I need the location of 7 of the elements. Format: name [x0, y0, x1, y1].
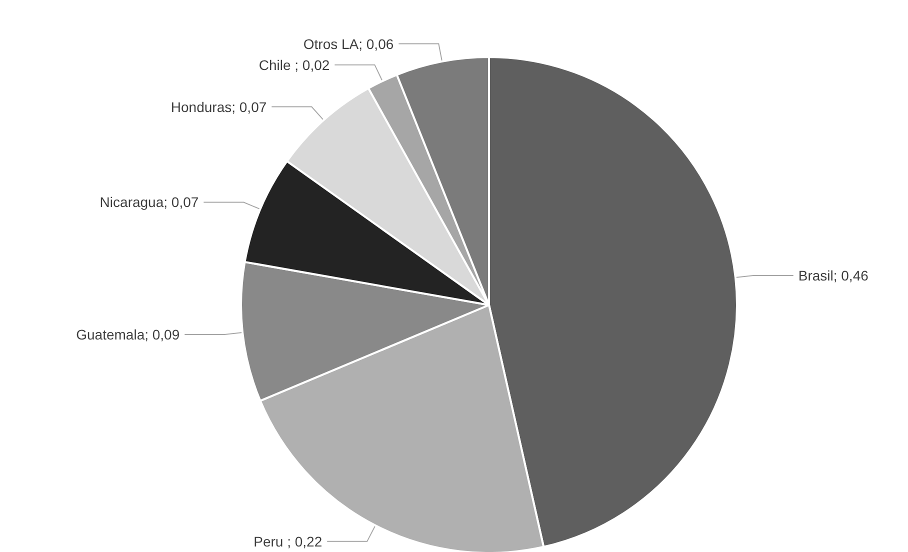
slice-label: Brasil; 0,46	[798, 268, 869, 284]
slice-label: Guatemala; 0,09	[76, 326, 180, 342]
slice-label: Otros LA; 0,06	[303, 36, 394, 52]
slice-label: Honduras; 0,07	[170, 98, 267, 115]
slice-label: Nicaragua; 0,07	[100, 194, 199, 210]
slice-label: Chile ; 0,02	[258, 56, 330, 73]
slice-label: Peru ; 0,22	[254, 533, 322, 550]
